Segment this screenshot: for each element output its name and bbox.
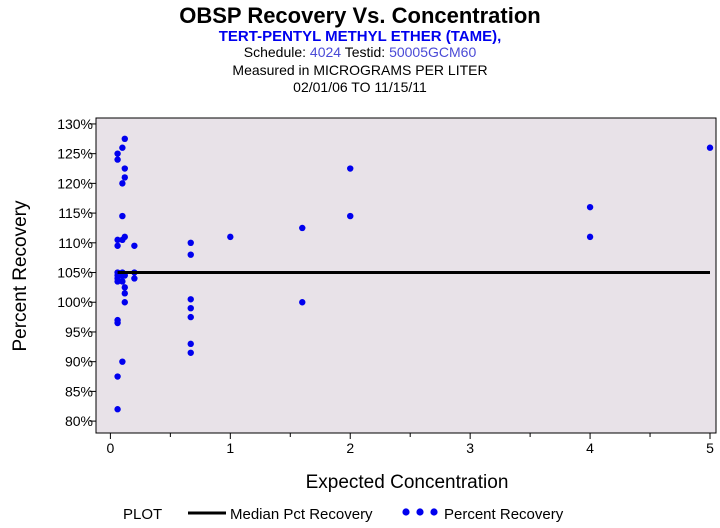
data-point xyxy=(299,224,306,232)
x-tick-label: 5 xyxy=(706,440,714,456)
y-tick-label: 115% xyxy=(58,205,93,221)
data-point xyxy=(121,165,128,172)
data-point xyxy=(131,242,138,249)
testid-value: 50005GCM60 xyxy=(389,44,477,60)
y-tick-label: 85% xyxy=(65,383,93,399)
data-point xyxy=(121,135,128,143)
x-tick-label: 1 xyxy=(226,440,234,456)
data-point xyxy=(187,349,194,356)
y-tick-label: 100% xyxy=(57,294,93,310)
data-point xyxy=(706,144,714,151)
schedule-line: Schedule: 4024 Testid: 50005GCM60 xyxy=(0,44,720,60)
data-point xyxy=(121,284,128,291)
data-point xyxy=(586,233,594,241)
data-point xyxy=(131,275,138,282)
data-point xyxy=(187,313,194,321)
date-range: 02/01/06 TO 11/15/11 xyxy=(293,79,427,95)
legend-title: PLOT xyxy=(123,506,162,523)
data-point xyxy=(586,203,594,211)
legend-point-swatch xyxy=(402,508,410,516)
data-point xyxy=(187,239,194,247)
y-tick-label: 125% xyxy=(57,146,93,162)
y-tick-label: 120% xyxy=(57,175,93,191)
testid-label: Testid: xyxy=(344,44,386,60)
data-point xyxy=(119,180,126,187)
data-point xyxy=(114,319,121,327)
data-point xyxy=(187,304,194,312)
data-point xyxy=(114,373,121,380)
data-point xyxy=(347,165,354,172)
legend-median-label: Median Pct Recovery xyxy=(230,506,373,523)
legend-recovery-label: Percent Recovery xyxy=(444,506,564,523)
data-point xyxy=(299,299,306,306)
chart-subtitle: TERT-PENTYL METHYL ETHER (TAME), xyxy=(218,28,502,45)
data-point xyxy=(121,174,128,181)
x-tick-label: 2 xyxy=(346,440,354,456)
data-point xyxy=(119,278,126,285)
x-tick-label: 0 xyxy=(106,440,114,456)
data-point xyxy=(121,233,128,241)
y-tick-label: 130% xyxy=(57,116,93,132)
y-axis-title: Percent Recovery xyxy=(10,200,31,352)
data-point xyxy=(119,144,126,151)
y-tick-label: 90% xyxy=(65,354,93,370)
legend-point-swatch xyxy=(416,508,424,516)
chart-title: OBSP Recovery Vs. Concentration xyxy=(179,3,541,28)
data-point xyxy=(121,290,128,297)
x-axis-title: Expected Concentration xyxy=(306,472,509,493)
data-point xyxy=(187,296,194,303)
x-tick-label: 4 xyxy=(586,440,594,456)
data-point xyxy=(119,358,126,365)
y-tick-label: 110% xyxy=(58,235,93,251)
data-point xyxy=(227,233,234,241)
data-point xyxy=(121,299,128,306)
measured-units: Measured in MICROGRAMS PER LITER xyxy=(232,62,488,78)
legend-point-swatch xyxy=(430,508,438,516)
y-tick-label: 80% xyxy=(65,413,93,429)
data-point xyxy=(114,236,121,244)
y-tick-label: 105% xyxy=(57,265,93,281)
data-point xyxy=(114,150,121,157)
legend: PLOT Median Pct Recovery Percent Recover… xyxy=(123,506,564,523)
data-point xyxy=(114,406,121,413)
data-point xyxy=(119,212,126,220)
data-point xyxy=(187,251,194,258)
data-point xyxy=(114,242,121,249)
data-point xyxy=(114,156,121,163)
data-point xyxy=(347,212,354,220)
schedule-label: Schedule: xyxy=(243,44,307,60)
data-point xyxy=(187,340,194,348)
schedule-value: 4024 xyxy=(309,44,342,60)
y-tick-label: 95% xyxy=(65,324,93,340)
plot-area xyxy=(95,117,717,434)
x-tick-label: 3 xyxy=(466,440,474,456)
data-point xyxy=(114,278,121,285)
